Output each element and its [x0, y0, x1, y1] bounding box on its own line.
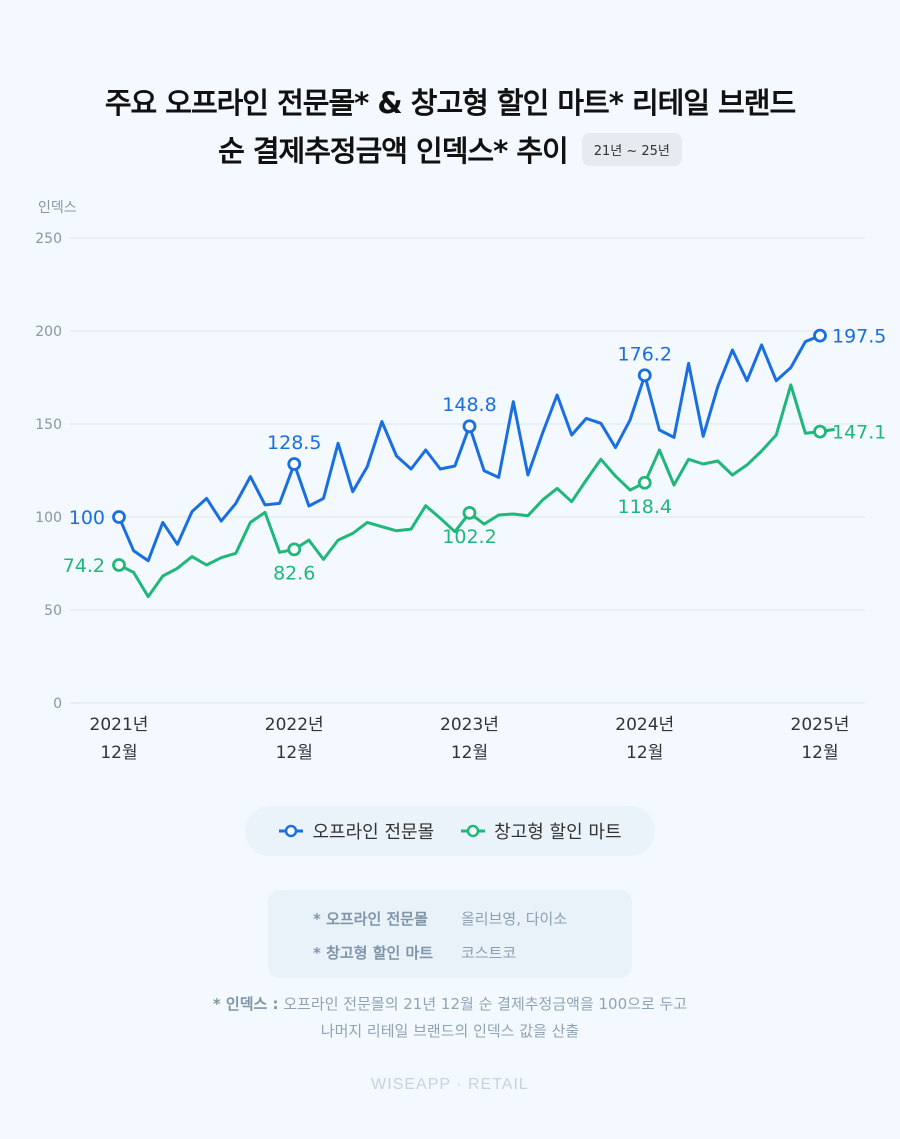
x-tick-label: 12월	[276, 743, 313, 763]
note-row: * 오프라인 전문몰 올리브영, 다이소	[313, 908, 567, 929]
data-label: 176.2	[618, 343, 672, 365]
legend-marker-icon	[279, 824, 304, 838]
note-key: * 창고형 할인 마트	[313, 944, 434, 962]
note-value: 올리브영, 다이소	[461, 910, 568, 928]
data-label: 82.6	[273, 562, 315, 584]
legend-label: 창고형 할인 마트	[494, 822, 622, 843]
legend: 오프라인 전문몰 창고형 할인 마트	[245, 806, 655, 856]
chart-title-line2: 순 결제추정금액 인덱스* 추이 21년 ~ 25년	[0, 128, 900, 170]
data-label: 118.4	[618, 496, 672, 518]
footnote-line2: 나머지 리테일 브랜드의 인덱스 값을 산출	[320, 1022, 580, 1040]
data-point-marker	[637, 368, 652, 383]
data-label: 148.8	[442, 394, 496, 416]
x-tick-label: 12월	[801, 743, 838, 763]
data-label: 128.5	[267, 432, 321, 454]
legend-item-warehouse: 창고형 할인 마트	[460, 818, 622, 844]
period-badge: 21년 ~ 25년	[581, 132, 682, 166]
notes-box: * 오프라인 전문몰 올리브영, 다이소 * 창고형 할인 마트 코스트코	[268, 890, 632, 978]
x-tick-label: 2024년	[615, 715, 674, 735]
x-tick-label: 12월	[100, 743, 137, 763]
y-tick-label: 250	[35, 231, 62, 247]
y-axis-label: 인덱스	[38, 200, 77, 216]
chart-title-text: 순 결제추정금액 인덱스* 추이	[218, 134, 569, 168]
line-chart: 인덱스 0 50 100 150 200 250 2021년 12월 2022년 12월 2023년 1…	[35, 200, 886, 763]
data-point-marker	[287, 457, 302, 471]
footnote-key: * 인덱스 :	[212, 995, 279, 1013]
footnote-text: 오프라인 전문몰의 21년 12월 순 결제추정금액을 100으로 두고	[283, 995, 688, 1013]
x-tick-label: 2022년	[265, 715, 324, 735]
brand-logo: WISEAPP · RETAIL	[371, 1076, 529, 1093]
x-tick-label: 12월	[451, 743, 488, 763]
y-tick-label: 200	[35, 324, 62, 340]
data-point-marker	[813, 328, 827, 343]
data-label: 197.5	[832, 326, 886, 348]
x-tick-label: 2025년	[791, 715, 850, 735]
legend-label: 오프라인 전문몰	[312, 822, 435, 843]
x-tick-label: 2021년	[90, 715, 149, 735]
y-tick-label: 100	[35, 510, 62, 526]
data-point-marker	[637, 475, 652, 490]
chart-title-line1: 주요 오프라인 전문몰* & 창고형 할인 마트* 리테일 브랜드	[104, 86, 796, 120]
note-key: * 오프라인 전문몰	[313, 910, 428, 928]
note-row: * 창고형 할인 마트 코스트코	[313, 942, 516, 963]
data-point-marker	[112, 558, 126, 572]
y-tick-label: 150	[35, 417, 62, 433]
data-point-marker	[462, 506, 477, 520]
legend-item-offline: 오프라인 전문몰	[278, 818, 434, 844]
legend-marker-icon	[461, 824, 486, 838]
x-tick-label: 2023년	[440, 715, 499, 735]
data-point-marker	[462, 419, 477, 434]
data-point-marker	[287, 542, 302, 557]
data-label: 100	[69, 507, 105, 529]
note-value: 코스트코	[461, 944, 517, 962]
x-tick-label: 12월	[626, 743, 663, 763]
y-tick-label: 50	[44, 603, 62, 619]
data-label: 147.1	[832, 422, 886, 444]
data-label: 102.2	[442, 526, 496, 548]
series-line-warehouse	[118, 383, 835, 599]
y-tick-label: 0	[53, 696, 62, 712]
data-point-marker	[112, 510, 126, 524]
footnote-line1: * 인덱스 : 오프라인 전문몰의 21년 12월 순 결제추정금액을 100으…	[0, 993, 900, 1014]
data-label: 74.2	[63, 555, 105, 577]
data-point-marker	[813, 424, 827, 439]
